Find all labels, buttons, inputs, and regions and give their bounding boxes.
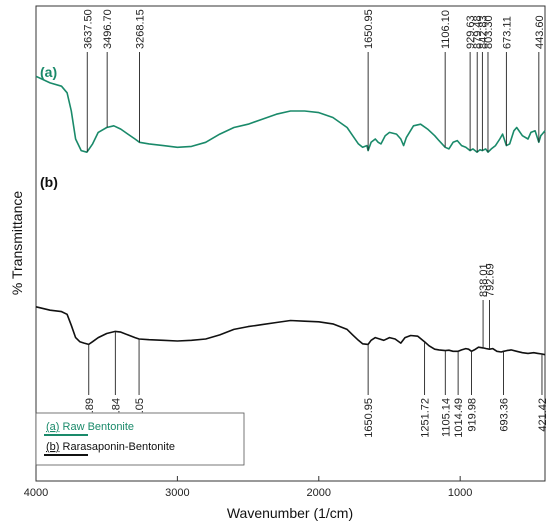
plot-frame — [35, 5, 546, 482]
x-axis-title: Wavenumber (1/cm) — [227, 505, 353, 521]
peak-label: 1105.14 — [440, 398, 452, 437]
peak-label: 792.69 — [484, 263, 496, 297]
legend-label-1: (b) Rarasaponin-Bentonite — [46, 441, 175, 453]
legend-box — [35, 412, 245, 466]
series-tag-0: (a) — [40, 64, 57, 80]
peak-label: 3496.70 — [102, 9, 114, 49]
x-tick-label: 1000 — [448, 487, 472, 499]
series-line-0 — [35, 75, 546, 153]
annotation-layer: 3637.50 3496.70 3268.15 1650.95 1106.10 929.6… — [82, 9, 549, 438]
x-tick-label: 2000 — [307, 487, 331, 499]
series-line-1 — [35, 306, 546, 356]
x-tick-label: 3000 — [165, 487, 189, 499]
peak-label: 1251.72 — [420, 398, 432, 438]
peak-label: 879.48 — [472, 15, 484, 49]
peak-label: 421.42 — [537, 398, 549, 432]
y-axis-title: % Transmittance — [9, 191, 25, 295]
peak-label: 838.01 — [478, 263, 490, 297]
peak-label: 3637.50 — [82, 9, 94, 49]
peak-label: 1650.95 — [363, 9, 375, 49]
x-tick-label: 4000 — [24, 487, 48, 499]
peak-label: 443.60 — [534, 15, 546, 49]
series-layer — [35, 75, 546, 356]
x-axis: 4000 3000 2000 1000 — [24, 476, 472, 499]
legend-label-0: (a) Raw Bentonite — [46, 421, 134, 433]
legend: (a) Raw Bentonite (b) Rarasaponin-Bentoni… — [35, 412, 245, 466]
series-tags: (a) (b) — [40, 64, 58, 190]
peak-label: 1014.49 — [453, 398, 465, 438]
peak-label: 919.98 — [466, 398, 478, 432]
peak-label: 673.11 — [501, 16, 513, 49]
peak-label: 929.63 — [465, 15, 477, 49]
peak-label: 1106.10 — [440, 10, 452, 49]
peak-label: 693.36 — [499, 398, 511, 432]
peak-label: 803.30 — [483, 15, 495, 49]
peak-label: 1650.95 — [363, 398, 375, 438]
series-tag-1: (b) — [40, 174, 58, 190]
peak-label: 842.83 — [477, 15, 489, 49]
peak-label: 3268.15 — [134, 9, 146, 49]
